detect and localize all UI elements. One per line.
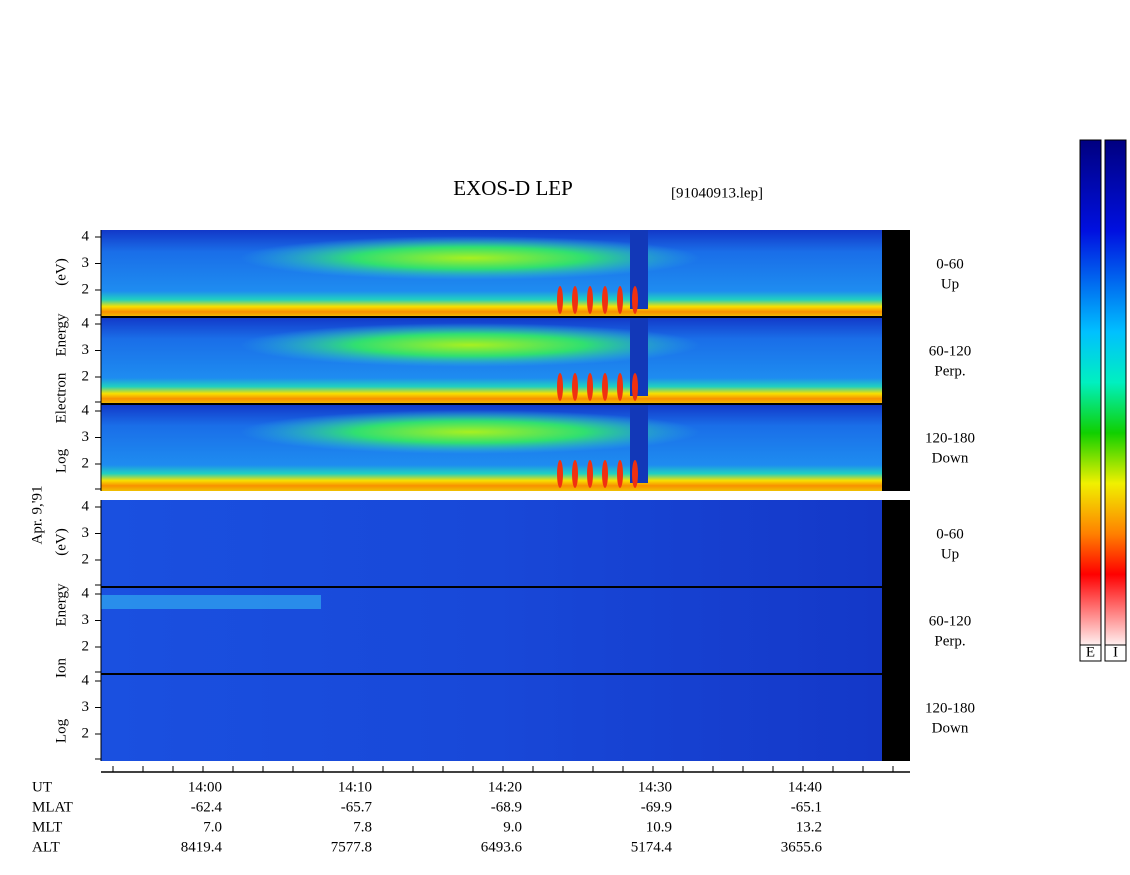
orbit-label: MLAT bbox=[32, 799, 73, 815]
y-tick-label: 3 bbox=[82, 699, 90, 715]
orbit-value: 14:10 bbox=[338, 779, 372, 795]
y-tick-label: 4 bbox=[82, 228, 90, 244]
spectrogram-band bbox=[240, 410, 700, 454]
y-tick-label: 3 bbox=[82, 525, 90, 541]
y-tick-label: 2 bbox=[82, 638, 90, 654]
y-axis-label: Energy bbox=[53, 313, 69, 357]
color-bar-box bbox=[1079, 644, 1102, 662]
y-tick-label: 4 bbox=[82, 585, 90, 601]
orbit-value: 8419.4 bbox=[181, 839, 223, 855]
orbit-value: 9.0 bbox=[503, 819, 522, 835]
spectrogram-burst bbox=[632, 373, 638, 401]
orbit-value: -68.9 bbox=[491, 799, 522, 815]
y-tick-label: 3 bbox=[82, 429, 90, 445]
spectrogram-burst bbox=[557, 373, 563, 401]
y-tick-label: 4 bbox=[82, 498, 90, 514]
y-axis-label: Energy bbox=[53, 583, 69, 627]
spectrogram-burst bbox=[572, 460, 578, 488]
spectrogram-band bbox=[240, 323, 700, 367]
channel-label: Down bbox=[932, 720, 969, 736]
y-tick-label: 3 bbox=[82, 255, 90, 271]
orbit-value: 13.2 bbox=[796, 819, 822, 835]
orbit-value: 14:30 bbox=[638, 779, 672, 795]
orbit-value: 6493.6 bbox=[481, 839, 523, 855]
y-axis-label: Ion bbox=[53, 658, 69, 678]
y-tick-label: 4 bbox=[82, 402, 90, 418]
y-axis-label: (eV) bbox=[53, 258, 69, 285]
orbit-value: -65.1 bbox=[791, 799, 822, 815]
orbit-value: 14:20 bbox=[488, 779, 522, 795]
channel-label: 0-60 bbox=[936, 526, 964, 542]
color-bar-label: E bbox=[1086, 644, 1095, 660]
channel-label: Up bbox=[941, 546, 959, 562]
orbit-value: 5174.4 bbox=[631, 839, 673, 855]
orbit-value: 10.9 bbox=[646, 819, 672, 835]
channel-label: 120-180 bbox=[925, 700, 975, 716]
y-tick-label: 4 bbox=[82, 672, 90, 688]
y-tick-label: 2 bbox=[82, 281, 90, 297]
orbit-value: 14:00 bbox=[188, 779, 222, 795]
y-tick-label: 2 bbox=[82, 551, 90, 567]
y-axis-label: (eV) bbox=[53, 528, 69, 555]
no-data bbox=[882, 500, 910, 761]
orbit-value: -69.9 bbox=[641, 799, 672, 815]
spectrogram bbox=[101, 500, 882, 761]
spectrogram-burst bbox=[557, 286, 563, 314]
date: Apr. 9,'91 bbox=[29, 486, 45, 545]
spectrogram-burst bbox=[617, 460, 623, 488]
spectrogram-burst bbox=[587, 460, 593, 488]
orbit-value: 7.8 bbox=[353, 819, 372, 835]
orbit-label: UT bbox=[32, 779, 52, 795]
y-tick-label: 3 bbox=[82, 612, 90, 628]
orbit-label: MLT bbox=[32, 819, 62, 835]
y-tick-label: 3 bbox=[82, 342, 90, 358]
spectrogram-band bbox=[240, 236, 700, 280]
file-name: [91040913.lep] bbox=[671, 185, 763, 201]
y-tick-label: 2 bbox=[82, 368, 90, 384]
orbit-label: ALT bbox=[32, 839, 60, 855]
y-axis-label: Log bbox=[53, 448, 69, 473]
y-tick-label: 4 bbox=[82, 315, 90, 331]
spectrogram-burst bbox=[572, 286, 578, 314]
spectrogram-burst bbox=[617, 286, 623, 314]
orbit-value: 7577.8 bbox=[331, 839, 372, 855]
spectrogram-burst bbox=[557, 460, 563, 488]
orbit-value: -62.4 bbox=[191, 799, 223, 815]
color-bar bbox=[1104, 139, 1127, 646]
orbit-value: 14:40 bbox=[788, 779, 822, 795]
spectrogram-burst bbox=[587, 286, 593, 314]
spectrogram-burst bbox=[587, 373, 593, 401]
channel-label: 60-120 bbox=[929, 343, 972, 359]
y-axis-label: Electron bbox=[53, 372, 69, 423]
y-tick-label: 2 bbox=[82, 725, 90, 741]
channel-label: Down bbox=[932, 450, 969, 466]
spectrogram-burst bbox=[572, 373, 578, 401]
spectrogram-burst bbox=[632, 286, 638, 314]
y-axis-label: Log bbox=[53, 718, 69, 743]
no-data bbox=[882, 230, 910, 491]
color-bar bbox=[1079, 139, 1102, 646]
title: EXOS-D LEP bbox=[453, 176, 573, 200]
spectrogram-band bbox=[101, 595, 321, 609]
spectrogram-burst bbox=[617, 373, 623, 401]
spectrogram-burst bbox=[602, 373, 608, 401]
channel-label: 120-180 bbox=[925, 430, 975, 446]
spectrogram-burst bbox=[632, 460, 638, 488]
color-bar-label: I bbox=[1113, 644, 1118, 660]
orbit-value: -65.7 bbox=[341, 799, 373, 815]
color-bar-box bbox=[1104, 644, 1127, 662]
y-tick-label: 2 bbox=[82, 455, 90, 471]
channel-label: Up bbox=[941, 276, 959, 292]
channel-label: Perp. bbox=[934, 633, 965, 649]
channel-label: 0-60 bbox=[936, 256, 964, 272]
orbit-value: 7.0 bbox=[203, 819, 222, 835]
channel-label: Perp. bbox=[934, 363, 965, 379]
orbit-value: 3655.6 bbox=[781, 839, 823, 855]
spectrogram-burst bbox=[602, 460, 608, 488]
spectrogram-burst bbox=[602, 286, 608, 314]
channel-label: 60-120 bbox=[929, 613, 972, 629]
